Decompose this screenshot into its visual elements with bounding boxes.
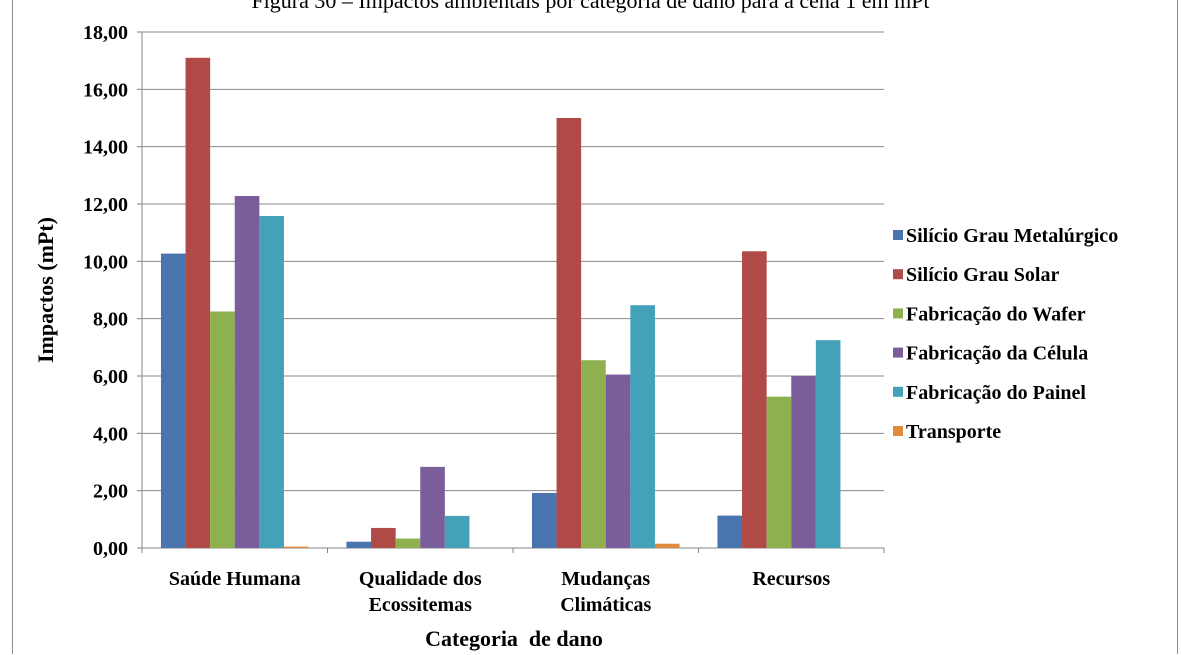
y-tick-label: 18,00 xyxy=(83,22,128,44)
bar xyxy=(210,311,235,548)
x-tick-labels: Saúde Humana Qualidade dos Ecossitemas Muda… xyxy=(169,568,830,616)
x-tick-label: Mudanças xyxy=(561,568,650,590)
bar xyxy=(420,466,445,548)
bar xyxy=(444,515,470,548)
bar xyxy=(581,360,606,548)
y-tick-label: 12,00 xyxy=(83,194,128,216)
legend-swatch xyxy=(893,386,903,397)
bars xyxy=(160,57,841,549)
y-tick-label: 2,00 xyxy=(93,481,128,503)
bar xyxy=(531,492,557,548)
legend-label: Fabricação do Painel xyxy=(906,382,1086,404)
x-tick-label: Saúde Humana xyxy=(169,568,301,590)
figure-caption: Figura 30 – Impactos ambientais por cate… xyxy=(251,0,930,13)
legend-swatch xyxy=(893,426,903,436)
legend: Silício Grau Metalúrgico Silício Grau Sol… xyxy=(893,225,1118,443)
legend-swatch xyxy=(893,230,903,240)
bar xyxy=(371,527,396,548)
chart-frame xyxy=(12,0,1178,654)
bar xyxy=(766,396,792,548)
y-tick-label: 16,00 xyxy=(83,79,128,101)
bar xyxy=(185,57,211,549)
legend-label: Fabricação da Célula xyxy=(906,343,1088,365)
y-tick-label: 14,00 xyxy=(83,137,128,159)
bar xyxy=(654,543,680,548)
y-tick-label: 6,00 xyxy=(93,366,128,388)
x-axis-label: Categoria de dano xyxy=(425,626,603,651)
x-tick-label: Climáticas xyxy=(560,594,651,616)
y-tick-label: 0,00 xyxy=(93,538,128,560)
bar xyxy=(630,305,655,548)
bar xyxy=(742,251,767,549)
legend-swatch xyxy=(893,308,903,319)
bar xyxy=(791,376,816,548)
bar xyxy=(160,253,186,549)
y-tick-labels: 0,00 2,00 4,00 6,00 8,00 10,00 12,00 14,00 16,00… xyxy=(83,22,128,560)
legend-swatch xyxy=(893,269,903,280)
legend-label: Transporte xyxy=(906,421,1001,443)
legend-label: Silício Grau Metalúrgico xyxy=(906,225,1118,247)
bar xyxy=(346,541,372,548)
y-axis-label: Impactos (mPt) xyxy=(33,217,58,363)
bar xyxy=(815,340,841,548)
bar xyxy=(717,515,743,548)
y-tick-label: 10,00 xyxy=(83,251,128,273)
bar xyxy=(556,118,582,548)
y-tick-label: 8,00 xyxy=(93,309,128,331)
bar xyxy=(605,374,631,548)
legend-label: Fabricação do Wafer xyxy=(906,303,1086,325)
x-tick-label: Qualidade dos xyxy=(359,568,482,590)
x-tick-label: Ecossitemas xyxy=(369,594,473,616)
legend-label: Silício Grau Solar xyxy=(906,264,1059,286)
bar xyxy=(395,538,421,548)
bar xyxy=(259,216,284,549)
bar xyxy=(234,195,260,548)
x-tick-label: Recursos xyxy=(752,568,830,590)
legend-swatch xyxy=(893,347,903,358)
bar xyxy=(283,546,309,548)
y-tick-label: 4,00 xyxy=(93,423,128,445)
